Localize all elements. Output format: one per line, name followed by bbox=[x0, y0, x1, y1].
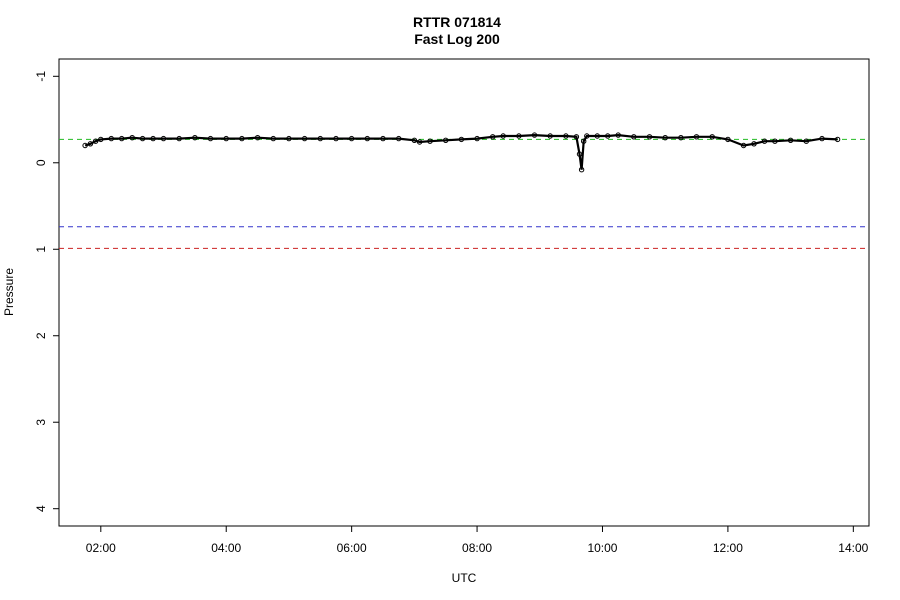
data-point bbox=[348, 135, 355, 142]
data-point bbox=[646, 134, 653, 140]
x-tick-label: 08:00 bbox=[462, 541, 492, 555]
y-tick-label: 1 bbox=[34, 246, 48, 253]
y-tick-label: 3 bbox=[34, 419, 48, 426]
data-point bbox=[160, 135, 167, 142]
data-point bbox=[427, 138, 433, 144]
series-line-0 bbox=[84, 133, 838, 170]
x-tick-label: 04:00 bbox=[211, 541, 241, 555]
data-point bbox=[129, 135, 135, 141]
x-tick-label: 02:00 bbox=[86, 541, 116, 555]
data-point bbox=[239, 135, 245, 142]
data-point bbox=[772, 138, 778, 144]
data-point bbox=[317, 135, 323, 142]
data-point bbox=[364, 135, 370, 142]
data-point bbox=[98, 136, 104, 143]
data-point bbox=[709, 134, 715, 140]
data-point bbox=[192, 135, 198, 141]
data-point bbox=[474, 135, 480, 142]
data-point bbox=[411, 137, 418, 144]
data-point bbox=[396, 135, 402, 142]
series-layer bbox=[82, 132, 841, 173]
data-point bbox=[254, 135, 261, 141]
data-point bbox=[547, 133, 553, 139]
y-axis-title: Pressure bbox=[2, 268, 16, 316]
data-point bbox=[581, 138, 587, 144]
data-point bbox=[584, 133, 590, 139]
data-point bbox=[82, 142, 88, 149]
data-point bbox=[516, 133, 522, 139]
data-point bbox=[531, 132, 538, 138]
data-point bbox=[594, 133, 600, 139]
data-point bbox=[751, 141, 757, 147]
y-tick-label: 0 bbox=[34, 159, 48, 166]
data-point bbox=[380, 135, 386, 142]
data-point bbox=[458, 136, 465, 143]
y-tick-label: 4 bbox=[34, 505, 48, 512]
data-point bbox=[662, 135, 668, 141]
data-point bbox=[139, 135, 146, 142]
data-point bbox=[615, 132, 621, 138]
data-point bbox=[207, 135, 214, 142]
x-tick-label: 06:00 bbox=[337, 541, 367, 555]
data-point bbox=[787, 137, 794, 144]
data-point bbox=[286, 135, 292, 142]
data-point bbox=[150, 135, 156, 142]
data-point bbox=[563, 133, 569, 139]
data-point bbox=[443, 137, 449, 144]
x-tick-label: 12:00 bbox=[713, 541, 743, 555]
data-point bbox=[576, 151, 583, 157]
data-point bbox=[270, 135, 276, 142]
x-tick-label: 14:00 bbox=[838, 541, 868, 555]
y-tick-label: -1 bbox=[34, 71, 48, 82]
data-point bbox=[223, 135, 229, 142]
x-axis-title: UTC bbox=[452, 571, 477, 585]
data-point bbox=[87, 141, 94, 147]
data-point bbox=[819, 135, 825, 142]
data-point bbox=[573, 134, 580, 140]
y-axis: -1 0 1 2 3 4 bbox=[34, 71, 59, 512]
data-point bbox=[490, 134, 496, 140]
data-point bbox=[761, 138, 768, 144]
data-point bbox=[176, 135, 182, 142]
data-point bbox=[631, 134, 637, 140]
data-point bbox=[108, 135, 115, 142]
data-point bbox=[500, 133, 506, 139]
y-tick-label: 2 bbox=[34, 332, 48, 339]
data-point bbox=[92, 138, 99, 144]
reference-lines bbox=[59, 138, 869, 249]
data-point bbox=[301, 135, 308, 142]
data-point bbox=[693, 134, 700, 140]
x-axis: 02:00 04:00 06:00 08:00 10:00 12:00 14:00 bbox=[86, 526, 869, 555]
data-point bbox=[578, 167, 585, 173]
data-point bbox=[834, 136, 841, 143]
plot-frame bbox=[58, 58, 870, 527]
data-point bbox=[333, 135, 339, 142]
data-point bbox=[678, 135, 684, 141]
x-tick-label: 10:00 bbox=[587, 541, 617, 555]
data-point bbox=[725, 136, 731, 143]
chart-title: RTTR 071814 bbox=[413, 14, 501, 30]
data-point bbox=[740, 142, 747, 149]
data-point bbox=[119, 135, 125, 142]
data-point bbox=[416, 139, 423, 145]
data-point bbox=[803, 138, 809, 144]
chart-subtitle: Fast Log 200 bbox=[414, 31, 500, 47]
data-point bbox=[605, 133, 611, 139]
